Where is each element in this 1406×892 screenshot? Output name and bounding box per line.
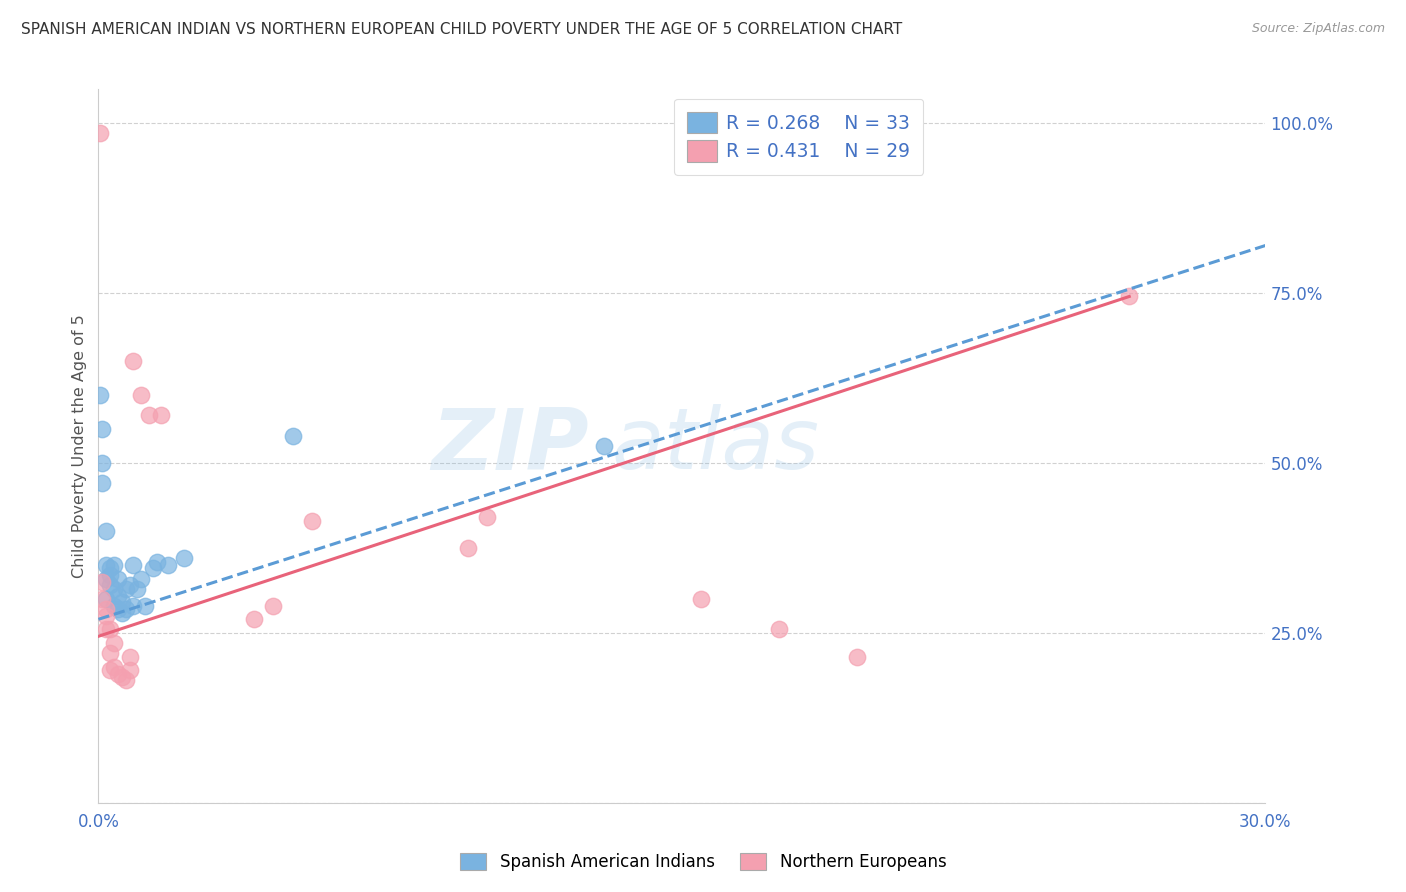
- Point: [103, 558, 125, 572]
- Legend: Spanish American Indians, Northern Europeans: Spanish American Indians, Northern Europ…: [451, 845, 955, 880]
- Point: [593, 439, 616, 453]
- Text: atlas: atlas: [612, 404, 820, 488]
- Point: [114, 602, 136, 616]
- Point: [118, 649, 141, 664]
- Text: Source: ZipAtlas.com: Source: ZipAtlas.com: [1251, 22, 1385, 36]
- Point: [98, 578, 121, 592]
- Point: [129, 388, 152, 402]
- Point: [103, 636, 125, 650]
- Text: ZIP: ZIP: [430, 404, 589, 488]
- Point: [111, 670, 134, 684]
- Legend: R = 0.268    N = 33, R = 0.431    N = 29: R = 0.268 N = 33, R = 0.431 N = 29: [673, 99, 924, 175]
- Point: [91, 456, 114, 470]
- Point: [138, 409, 160, 423]
- Point: [129, 572, 152, 586]
- Point: [457, 541, 479, 555]
- Point: [107, 666, 129, 681]
- Point: [846, 649, 869, 664]
- Point: [96, 623, 118, 637]
- Point: [91, 574, 114, 589]
- Point: [122, 558, 145, 572]
- Point: [1118, 289, 1140, 303]
- Point: [89, 127, 111, 141]
- Point: [107, 572, 129, 586]
- Point: [281, 429, 304, 443]
- Point: [111, 595, 134, 609]
- Point: [768, 623, 790, 637]
- Point: [118, 663, 141, 677]
- Point: [122, 354, 145, 368]
- Point: [91, 591, 114, 606]
- Point: [127, 582, 149, 596]
- Point: [111, 606, 134, 620]
- Point: [477, 510, 499, 524]
- Point: [103, 660, 125, 674]
- Point: [96, 591, 118, 606]
- Point: [107, 589, 129, 603]
- Text: SPANISH AMERICAN INDIAN VS NORTHERN EUROPEAN CHILD POVERTY UNDER THE AGE OF 5 CO: SPANISH AMERICAN INDIAN VS NORTHERN EURO…: [21, 22, 903, 37]
- Point: [96, 602, 118, 616]
- Point: [134, 599, 156, 613]
- Point: [301, 514, 323, 528]
- Point: [98, 561, 121, 575]
- Point: [118, 578, 141, 592]
- Point: [107, 602, 129, 616]
- Point: [690, 591, 713, 606]
- Point: [142, 561, 165, 575]
- Point: [96, 608, 118, 623]
- Point: [98, 568, 121, 582]
- Point: [96, 572, 118, 586]
- Point: [122, 599, 145, 613]
- Point: [262, 599, 284, 613]
- Point: [173, 551, 195, 566]
- Point: [98, 623, 121, 637]
- Point: [157, 558, 180, 572]
- Point: [149, 409, 172, 423]
- Point: [103, 582, 125, 596]
- Point: [114, 673, 136, 688]
- Point: [98, 663, 121, 677]
- Point: [114, 582, 136, 596]
- Point: [96, 524, 118, 538]
- Point: [96, 558, 118, 572]
- Y-axis label: Child Poverty Under the Age of 5: Child Poverty Under the Age of 5: [72, 314, 87, 578]
- Point: [91, 476, 114, 491]
- Point: [103, 599, 125, 613]
- Point: [89, 388, 111, 402]
- Point: [243, 612, 266, 626]
- Point: [91, 422, 114, 436]
- Point: [146, 555, 169, 569]
- Point: [98, 646, 121, 660]
